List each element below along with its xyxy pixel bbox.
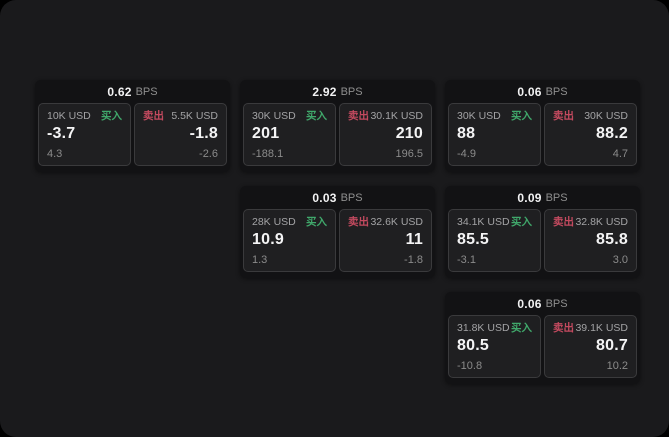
sell-sub-value: 3.0: [612, 253, 628, 266]
buy-value: 88: [457, 124, 476, 142]
buy-side-label: 买入: [511, 216, 532, 228]
buy-sub-value: -10.8: [457, 359, 483, 372]
sell-panel[interactable]: 卖出 39.1K USD 80.7 10.2: [544, 315, 637, 378]
quote-card-1: 0.62 BPS 10K USD 买入 -3.7 4.3 卖出 5.5K USD: [35, 80, 230, 172]
bps-suffix: BPS: [545, 191, 568, 204]
buy-sub-value: -188.1: [252, 147, 284, 160]
sell-value: 11: [405, 230, 423, 248]
sell-value: 85.8: [596, 230, 628, 248]
sell-sub-value: -2.6: [199, 147, 218, 160]
buy-value: 85.5: [457, 230, 489, 248]
buy-amount: 28K USD: [252, 216, 296, 228]
sell-side-label: 卖出: [553, 110, 574, 122]
sell-panel[interactable]: 卖出 32.8K USD 85.8 3.0: [544, 209, 637, 272]
buy-side-label: 买入: [306, 110, 327, 122]
sell-side-label: 卖出: [553, 322, 574, 334]
quote-card-4: 0.03 BPS 28K USD 买入 10.9 1.3 卖出 32.6K US…: [240, 186, 435, 278]
buy-sub-value: -4.9: [457, 147, 476, 160]
buy-panel[interactable]: 34.1K USD 买入 85.5 -3.1: [448, 209, 541, 272]
buy-side-label: 买入: [101, 110, 122, 122]
sell-value: 88.2: [596, 124, 628, 142]
bps-suffix: BPS: [545, 85, 568, 98]
bps-suffix: BPS: [545, 297, 568, 310]
sell-side-label: 卖出: [348, 216, 369, 228]
buy-value: 80.5: [457, 336, 489, 354]
sell-amount: 39.1K USD: [575, 322, 628, 334]
quote-card-3: 0.06 BPS 30K USD 买入 88 -4.9 卖出 30K USD: [445, 80, 640, 172]
sell-amount: 5.5K USD: [171, 110, 218, 122]
bps-header: 0.09 BPS: [445, 186, 640, 209]
buy-amount: 10K USD: [47, 110, 91, 122]
bps-value: 0.06: [517, 84, 542, 99]
bps-header: 0.06 BPS: [445, 292, 640, 315]
sell-panel[interactable]: 卖出 5.5K USD -1.8 -2.6: [134, 103, 227, 166]
buy-panel[interactable]: 28K USD 买入 10.9 1.3: [243, 209, 336, 272]
sell-amount: 30K USD: [584, 110, 628, 122]
buy-amount: 30K USD: [457, 110, 501, 122]
sell-value: 210: [395, 124, 423, 142]
bps-suffix: BPS: [340, 85, 363, 98]
quote-card-6: 0.06 BPS 31.8K USD 买入 80.5 -10.8 卖出 39.1…: [445, 292, 640, 384]
sell-side-label: 卖出: [348, 110, 369, 122]
sell-panel[interactable]: 卖出 32.6K USD 11 -1.8: [339, 209, 432, 272]
bps-header: 0.06 BPS: [445, 80, 640, 103]
quote-card-5: 0.09 BPS 34.1K USD 买入 85.5 -3.1 卖出 32.8K…: [445, 186, 640, 278]
sell-sub-value: 196.5: [395, 147, 423, 160]
sell-value: -1.8: [189, 124, 218, 142]
sell-sub-value: 4.7: [612, 147, 628, 160]
buy-sub-value: -3.1: [457, 253, 476, 266]
bps-header: 0.62 BPS: [35, 80, 230, 103]
bps-header: 2.92 BPS: [240, 80, 435, 103]
sell-side-label: 卖出: [553, 216, 574, 228]
buy-panel[interactable]: 31.8K USD 买入 80.5 -10.8: [448, 315, 541, 378]
bps-header: 0.03 BPS: [240, 186, 435, 209]
sell-amount: 32.6K USD: [370, 216, 423, 228]
bps-value: 0.03: [312, 190, 337, 205]
sell-side-label: 卖出: [143, 110, 164, 122]
sell-value: 80.7: [596, 336, 628, 354]
bps-suffix: BPS: [135, 85, 158, 98]
sell-amount: 30.1K USD: [370, 110, 423, 122]
sell-panel[interactable]: 卖出 30K USD 88.2 4.7: [544, 103, 637, 166]
buy-side-label: 买入: [306, 216, 327, 228]
buy-value: 201: [252, 124, 280, 142]
buy-amount: 34.1K USD: [457, 216, 510, 228]
buy-value: -3.7: [47, 124, 76, 142]
buy-amount: 31.8K USD: [457, 322, 510, 334]
buy-value: 10.9: [252, 230, 284, 248]
buy-panel[interactable]: 30K USD 买入 201 -188.1: [243, 103, 336, 166]
bps-value: 0.06: [517, 296, 542, 311]
sell-amount: 32.8K USD: [575, 216, 628, 228]
sell-panel[interactable]: 卖出 30.1K USD 210 196.5: [339, 103, 432, 166]
bps-value: 2.92: [312, 84, 337, 99]
buy-amount: 30K USD: [252, 110, 296, 122]
buy-side-label: 买入: [511, 110, 532, 122]
bps-value: 0.09: [517, 190, 542, 205]
buy-panel[interactable]: 10K USD 买入 -3.7 4.3: [38, 103, 131, 166]
sell-sub-value: -1.8: [404, 253, 423, 266]
bps-value: 0.62: [107, 84, 132, 99]
bps-suffix: BPS: [340, 191, 363, 204]
buy-sub-value: 1.3: [252, 253, 268, 266]
buy-sub-value: 4.3: [47, 147, 63, 160]
buy-panel[interactable]: 30K USD 买入 88 -4.9: [448, 103, 541, 166]
sell-sub-value: 10.2: [606, 359, 628, 372]
buy-side-label: 买入: [511, 322, 532, 334]
quote-card-2: 2.92 BPS 30K USD 买入 201 -188.1 卖出 30.1K …: [240, 80, 435, 172]
